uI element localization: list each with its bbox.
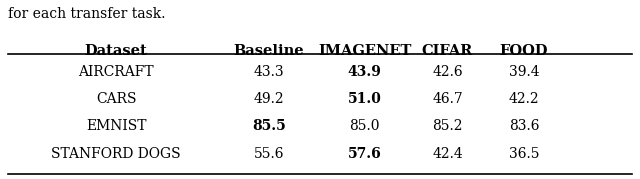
Text: AIRCRAFT: AIRCRAFT bbox=[78, 65, 154, 79]
Text: 42.2: 42.2 bbox=[509, 92, 540, 106]
Text: CIFAR: CIFAR bbox=[422, 44, 473, 58]
Text: 83.6: 83.6 bbox=[509, 119, 539, 134]
Text: CARS: CARS bbox=[96, 92, 136, 106]
Text: Baseline: Baseline bbox=[234, 44, 305, 58]
Text: EMNIST: EMNIST bbox=[86, 119, 147, 134]
Text: 49.2: 49.2 bbox=[253, 92, 284, 106]
Text: 57.6: 57.6 bbox=[348, 147, 381, 161]
Text: 39.4: 39.4 bbox=[509, 65, 540, 79]
Text: 85.2: 85.2 bbox=[432, 119, 463, 134]
Text: 51.0: 51.0 bbox=[348, 92, 381, 106]
Text: STANFORD DOGS: STANFORD DOGS bbox=[51, 147, 181, 161]
Text: FOOD: FOOD bbox=[500, 44, 548, 58]
Text: 85.0: 85.0 bbox=[349, 119, 380, 134]
Text: 46.7: 46.7 bbox=[432, 92, 463, 106]
Text: 43.3: 43.3 bbox=[253, 65, 284, 79]
Text: 36.5: 36.5 bbox=[509, 147, 539, 161]
Text: 85.5: 85.5 bbox=[252, 119, 286, 134]
Text: for each transfer task.: for each transfer task. bbox=[8, 7, 165, 21]
Text: 42.6: 42.6 bbox=[432, 65, 463, 79]
Text: 43.9: 43.9 bbox=[348, 65, 381, 79]
Text: 55.6: 55.6 bbox=[254, 147, 284, 161]
Text: Dataset: Dataset bbox=[84, 44, 147, 58]
Text: 42.4: 42.4 bbox=[432, 147, 463, 161]
Text: IMAGENET: IMAGENET bbox=[318, 44, 412, 58]
